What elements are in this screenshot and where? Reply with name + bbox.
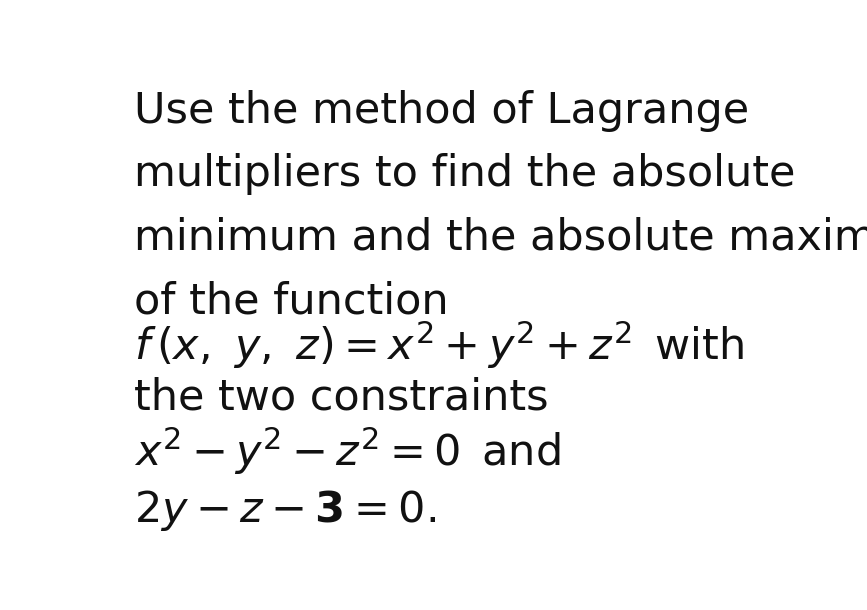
Text: $\mathit{x}^{2} - \mathit{y}^{2} - \mathit{z}^{2} = 0\,$ and: $\mathit{x}^{2} - \mathit{y}^{2} - \math…: [134, 426, 560, 477]
Text: Use the method of Lagrange: Use the method of Lagrange: [134, 90, 749, 132]
Text: of the function: of the function: [134, 280, 448, 322]
Text: the two constraints: the two constraints: [134, 376, 549, 418]
Text: $2\mathit{y} - \mathit{z} - \mathbf{3} = 0.$: $2\mathit{y} - \mathit{z} - \mathbf{3} =…: [134, 489, 436, 534]
Text: multipliers to find the absolute: multipliers to find the absolute: [134, 153, 795, 195]
Text: $\mathit{f}\,(\mathit{x},\ \mathit{y},\ \mathit{z}) = \mathit{x}^{2} + \mathit{y: $\mathit{f}\,(\mathit{x},\ \mathit{y},\ …: [134, 320, 744, 371]
Text: minimum and the absolute maximum: minimum and the absolute maximum: [134, 217, 867, 259]
